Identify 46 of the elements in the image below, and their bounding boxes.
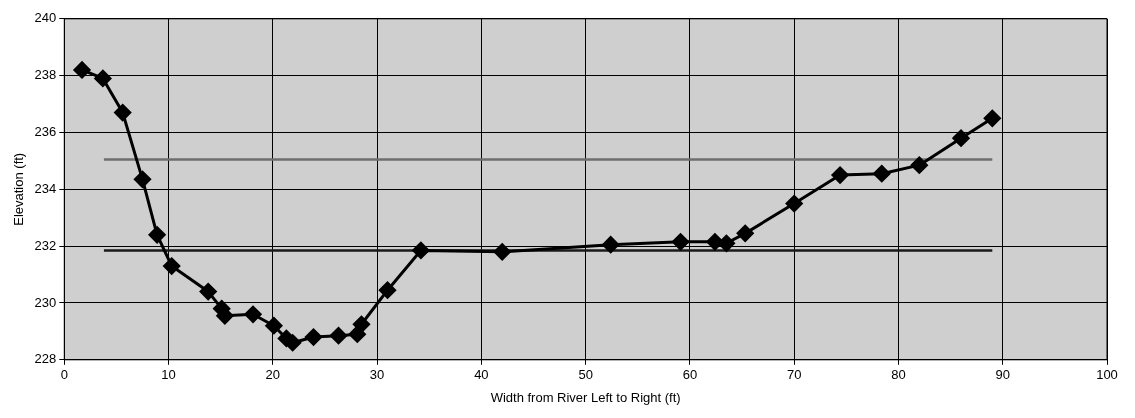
- x-tick-label: 20: [265, 367, 281, 383]
- x-tick-label: 50: [578, 367, 593, 383]
- x-tick-label: 100: [1096, 367, 1118, 383]
- point: [352, 315, 370, 333]
- x-tick-label: 0: [60, 367, 68, 383]
- point: [94, 69, 112, 87]
- point: [114, 104, 132, 122]
- x-tick-label: 60: [682, 367, 698, 383]
- point: [265, 317, 283, 335]
- point: [602, 236, 620, 254]
- y-tick-label: 232: [34, 237, 57, 253]
- point: [785, 195, 803, 213]
- point: [736, 224, 754, 242]
- point: [305, 328, 322, 346]
- x-tick-label: 90: [995, 367, 1010, 383]
- y-tick-label: 228: [34, 351, 57, 367]
- point: [379, 281, 397, 299]
- point: [148, 226, 166, 244]
- y-axis-title: Elevation (ft): [11, 152, 27, 226]
- point: [952, 129, 970, 147]
- point: [199, 283, 217, 301]
- point: [910, 156, 928, 174]
- point: [706, 233, 724, 251]
- point: [412, 241, 430, 259]
- x-tick-label: 80: [891, 367, 906, 383]
- point: [163, 257, 181, 275]
- y-tick-label: 238: [34, 67, 57, 83]
- x-axis-title: Width from River Left to Right (ft): [490, 389, 681, 405]
- point: [493, 243, 511, 261]
- y-tick-label: 230: [34, 294, 57, 310]
- point: [330, 327, 348, 345]
- y-tick-label: 236: [34, 124, 57, 140]
- point: [983, 109, 1001, 127]
- point: [73, 61, 91, 79]
- y-tick-label: 234: [34, 180, 57, 196]
- point: [244, 305, 262, 323]
- x-tick-label: 30: [369, 367, 385, 383]
- point: [348, 325, 366, 343]
- y-tick-label: 240: [34, 10, 57, 26]
- x-tick-label: 10: [161, 367, 176, 383]
- point: [133, 170, 151, 188]
- point: [831, 166, 849, 184]
- x-tick-label: 70: [786, 367, 802, 383]
- point: [873, 165, 891, 183]
- point: [672, 233, 690, 251]
- x-tick-label: 40: [474, 367, 489, 383]
